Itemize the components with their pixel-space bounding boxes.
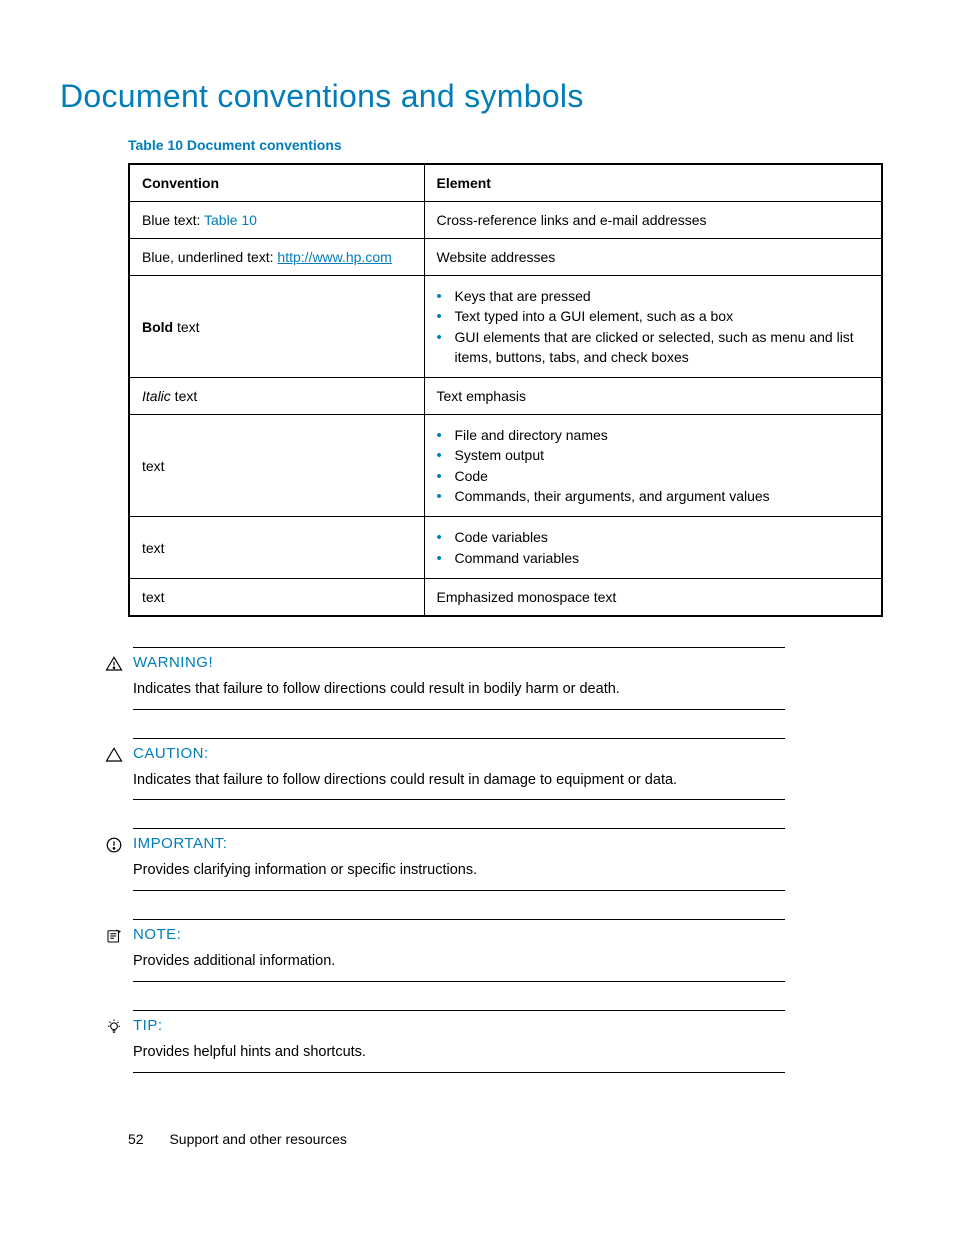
cell-convention: text (129, 517, 424, 579)
page-footer: 52 Support and other resources (128, 1131, 894, 1147)
list-item: Code variables (437, 527, 870, 547)
caution-icon (105, 746, 123, 764)
list-item: Text typed into a GUI element, such as a… (437, 306, 870, 326)
col-header-convention: Convention (129, 164, 424, 202)
cell-convention: Blue text: Table 10 (129, 202, 424, 239)
table-row: text Emphasized monospace text (129, 578, 882, 616)
table-row: Blue, underlined text: http://www.hp.com… (129, 239, 882, 276)
admonition-tip: TIP: Provides helpful hints and shortcut… (105, 1010, 885, 1073)
admonition-title: NOTE: (133, 926, 181, 943)
table-header-row: Convention Element (129, 164, 882, 202)
cell-convention: Bold text (129, 276, 424, 378)
footer-section: Support and other resources (169, 1131, 346, 1147)
cell-convention: Blue, underlined text: http://www.hp.com (129, 239, 424, 276)
table-row: text File and directory names System out… (129, 415, 882, 517)
admonition-text: Provides clarifying information or speci… (133, 860, 885, 882)
table-row: Bold text Keys that are pressed Text typ… (129, 276, 882, 378)
cell-convention: Italic text (129, 378, 424, 415)
admonition-warning: WARNING! Indicates that failure to follo… (105, 647, 885, 710)
list-item: System output (437, 445, 870, 465)
admonition-title: TIP: (133, 1017, 163, 1034)
list-item: Commands, their arguments, and argument … (437, 486, 870, 506)
text-label: text (171, 388, 197, 404)
list-item: Keys that are pressed (437, 286, 870, 306)
italic-sample: Italic (142, 388, 171, 404)
warning-icon (105, 655, 123, 673)
text-label: Blue, underlined text: (142, 249, 277, 265)
cell-element: Keys that are pressed Text typed into a … (424, 276, 882, 378)
admonition-text: Provides additional information. (133, 951, 885, 973)
col-header-element: Element (424, 164, 882, 202)
table-caption: Table 10 Document conventions (128, 137, 894, 153)
cell-element: Text emphasis (424, 378, 882, 415)
bold-sample: Bold (142, 319, 173, 335)
cell-convention: text (129, 578, 424, 616)
page-title: Document conventions and symbols (60, 78, 894, 115)
important-icon (105, 836, 123, 854)
list-item: Command variables (437, 548, 870, 568)
cell-element: Emphasized monospace text (424, 578, 882, 616)
table-row: Blue text: Table 10 Cross-reference link… (129, 202, 882, 239)
cell-element: Website addresses (424, 239, 882, 276)
table-row: Italic text Text emphasis (129, 378, 882, 415)
text-label: Blue text: (142, 212, 204, 228)
admonition-important: IMPORTANT: Provides clarifying informati… (105, 828, 885, 891)
admonition-text: Provides helpful hints and shortcuts. (133, 1042, 885, 1064)
cell-convention: text (129, 415, 424, 517)
conventions-table: Convention Element Blue text: Table 10 C… (128, 163, 883, 617)
table-row: text Code variables Command variables (129, 517, 882, 579)
admonition-caution: CAUTION: Indicates that failure to follo… (105, 738, 885, 801)
admonition-title: CAUTION: (133, 745, 209, 762)
list-item: GUI elements that are clicked or selecte… (437, 327, 870, 368)
cell-element: Code variables Command variables (424, 517, 882, 579)
list-item: File and directory names (437, 425, 870, 445)
website-link[interactable]: http://www.hp.com (277, 249, 391, 265)
admonition-note: NOTE: Provides additional information. (105, 919, 885, 982)
admonition-title: IMPORTANT: (133, 835, 227, 852)
text-label: text (173, 319, 199, 335)
admonition-text: Indicates that failure to follow directi… (133, 770, 885, 792)
admonition-text: Indicates that failure to follow directi… (133, 679, 885, 701)
admonition-title: WARNING! (133, 654, 213, 671)
cell-element: Cross-reference links and e-mail address… (424, 202, 882, 239)
cross-reference-link[interactable]: Table 10 (204, 212, 257, 228)
tip-icon (105, 1018, 123, 1036)
note-icon (105, 927, 123, 945)
list-item: Code (437, 466, 870, 486)
page-number: 52 (128, 1131, 144, 1147)
cell-element: File and directory names System output C… (424, 415, 882, 517)
